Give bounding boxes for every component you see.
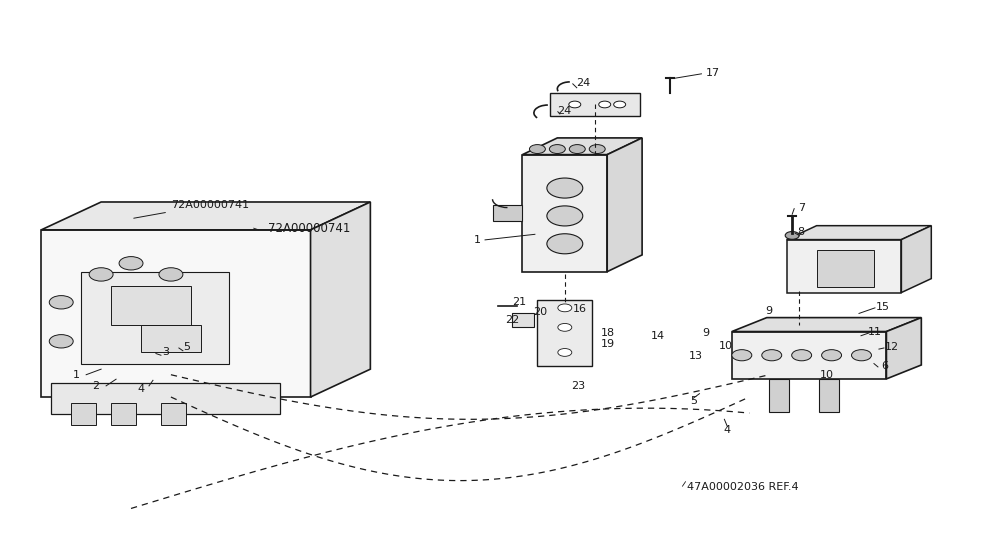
Bar <box>111 286 191 325</box>
Text: 15: 15 <box>876 302 890 312</box>
Bar <box>550 94 640 115</box>
Polygon shape <box>886 318 921 379</box>
Polygon shape <box>732 318 921 332</box>
Circle shape <box>569 144 585 153</box>
Circle shape <box>852 349 871 361</box>
Circle shape <box>822 349 842 361</box>
Circle shape <box>599 101 611 108</box>
Bar <box>769 379 789 412</box>
Circle shape <box>89 268 113 281</box>
Text: 10: 10 <box>820 370 834 380</box>
Circle shape <box>569 101 581 108</box>
Text: 4: 4 <box>724 426 731 436</box>
Text: 12: 12 <box>885 342 899 352</box>
Circle shape <box>589 144 605 153</box>
Text: 8: 8 <box>798 227 805 237</box>
Bar <box>81 272 229 363</box>
Bar <box>493 205 522 222</box>
Circle shape <box>547 206 583 226</box>
Circle shape <box>549 144 565 153</box>
Circle shape <box>762 349 782 361</box>
Polygon shape <box>311 202 370 397</box>
Circle shape <box>49 335 73 348</box>
Text: 11: 11 <box>868 328 882 337</box>
Bar <box>141 325 201 352</box>
Text: 18: 18 <box>601 328 615 338</box>
Polygon shape <box>787 240 901 292</box>
Circle shape <box>558 348 572 356</box>
Text: 47A00002036 REF.4: 47A00002036 REF.4 <box>687 482 799 492</box>
Circle shape <box>558 304 572 312</box>
Text: 1: 1 <box>474 235 481 245</box>
Circle shape <box>547 178 583 198</box>
Text: 72A00000741: 72A00000741 <box>268 222 350 235</box>
Text: 4: 4 <box>137 384 145 394</box>
Text: 23: 23 <box>571 381 585 391</box>
Bar <box>537 300 592 366</box>
Bar <box>161 403 186 425</box>
Circle shape <box>614 101 626 108</box>
Bar <box>71 403 96 425</box>
Circle shape <box>558 324 572 332</box>
Bar <box>819 379 839 412</box>
Polygon shape <box>787 226 931 240</box>
Text: 1: 1 <box>73 370 80 380</box>
Circle shape <box>529 144 545 153</box>
Circle shape <box>785 231 799 239</box>
Text: 24: 24 <box>576 78 590 88</box>
Polygon shape <box>607 138 642 272</box>
Polygon shape <box>522 155 607 272</box>
Text: 3: 3 <box>162 347 169 357</box>
Circle shape <box>159 268 183 281</box>
Text: 72A00000741: 72A00000741 <box>134 199 249 218</box>
Text: 9: 9 <box>702 328 709 338</box>
Circle shape <box>792 349 812 361</box>
Text: 2: 2 <box>93 381 100 391</box>
Bar <box>51 383 280 414</box>
Text: 10: 10 <box>718 340 732 351</box>
Polygon shape <box>41 202 370 230</box>
Text: 22: 22 <box>505 315 519 325</box>
Text: 24: 24 <box>557 106 571 115</box>
Text: 7: 7 <box>798 203 805 213</box>
Text: 9: 9 <box>766 306 773 316</box>
Text: 21: 21 <box>512 297 526 307</box>
Text: 13: 13 <box>688 351 702 361</box>
Polygon shape <box>732 332 886 379</box>
Polygon shape <box>522 138 642 155</box>
Text: 20: 20 <box>533 307 547 317</box>
Text: 16: 16 <box>573 304 587 314</box>
Text: 6: 6 <box>881 361 888 371</box>
Bar <box>512 314 534 328</box>
Circle shape <box>49 296 73 309</box>
Text: 19: 19 <box>601 339 615 349</box>
Circle shape <box>119 256 143 270</box>
Polygon shape <box>901 226 931 292</box>
Bar <box>111 403 136 425</box>
Polygon shape <box>41 230 311 397</box>
Text: 5: 5 <box>690 396 697 407</box>
Bar <box>817 250 874 287</box>
Circle shape <box>732 349 752 361</box>
Circle shape <box>547 234 583 254</box>
Text: 5: 5 <box>183 342 190 352</box>
Text: 17: 17 <box>705 68 719 78</box>
Text: 14: 14 <box>650 331 665 340</box>
